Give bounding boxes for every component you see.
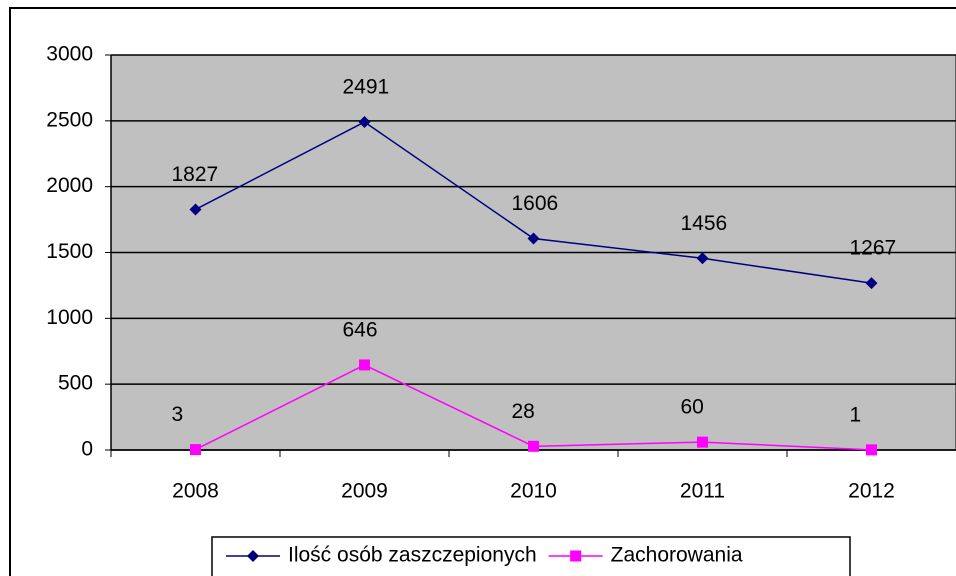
data-label: 28: [512, 400, 535, 423]
x-tick-label: 2008: [172, 480, 219, 503]
y-tick-label: 0: [81, 438, 93, 461]
y-tick-label: 1000: [46, 306, 93, 329]
data-point: [358, 116, 371, 129]
data-point: [528, 440, 539, 452]
y-tick-label: 2500: [46, 108, 93, 131]
legend-marker: [570, 550, 582, 562]
legend-marker: [247, 550, 259, 562]
data-label: 1606: [512, 192, 559, 215]
data-label: 3: [172, 403, 184, 426]
data-point: [359, 359, 370, 371]
x-tick-label: 2011: [680, 480, 725, 503]
legend-label: Ilość osób zaszczepionych: [288, 544, 537, 567]
data-point: [697, 436, 708, 448]
legend-box: [211, 536, 851, 576]
y-tick-label: 2000: [46, 174, 93, 197]
data-label: 646: [343, 318, 378, 341]
legend-label: Zachorowania: [611, 544, 743, 567]
data-label: 60: [681, 396, 704, 419]
y-tick-label: 3000: [46, 43, 93, 66]
x-tick-label: 2012: [848, 480, 895, 503]
data-label: 1827: [172, 163, 219, 186]
x-tick-label: 2009: [341, 480, 388, 503]
data-label: 2491: [343, 76, 390, 99]
data-label: 1267: [850, 237, 897, 260]
data-label: 1456: [681, 212, 728, 235]
data-point: [865, 277, 878, 290]
y-tick-label: 500: [58, 372, 93, 395]
data-point: [866, 444, 877, 456]
data-label: 1: [850, 403, 862, 426]
data-point: [189, 203, 202, 216]
data-point: [190, 444, 201, 456]
x-tick-label: 2010: [510, 480, 557, 503]
data-point: [527, 232, 540, 245]
y-tick-label: 1500: [46, 240, 93, 263]
data-point: [696, 252, 709, 265]
